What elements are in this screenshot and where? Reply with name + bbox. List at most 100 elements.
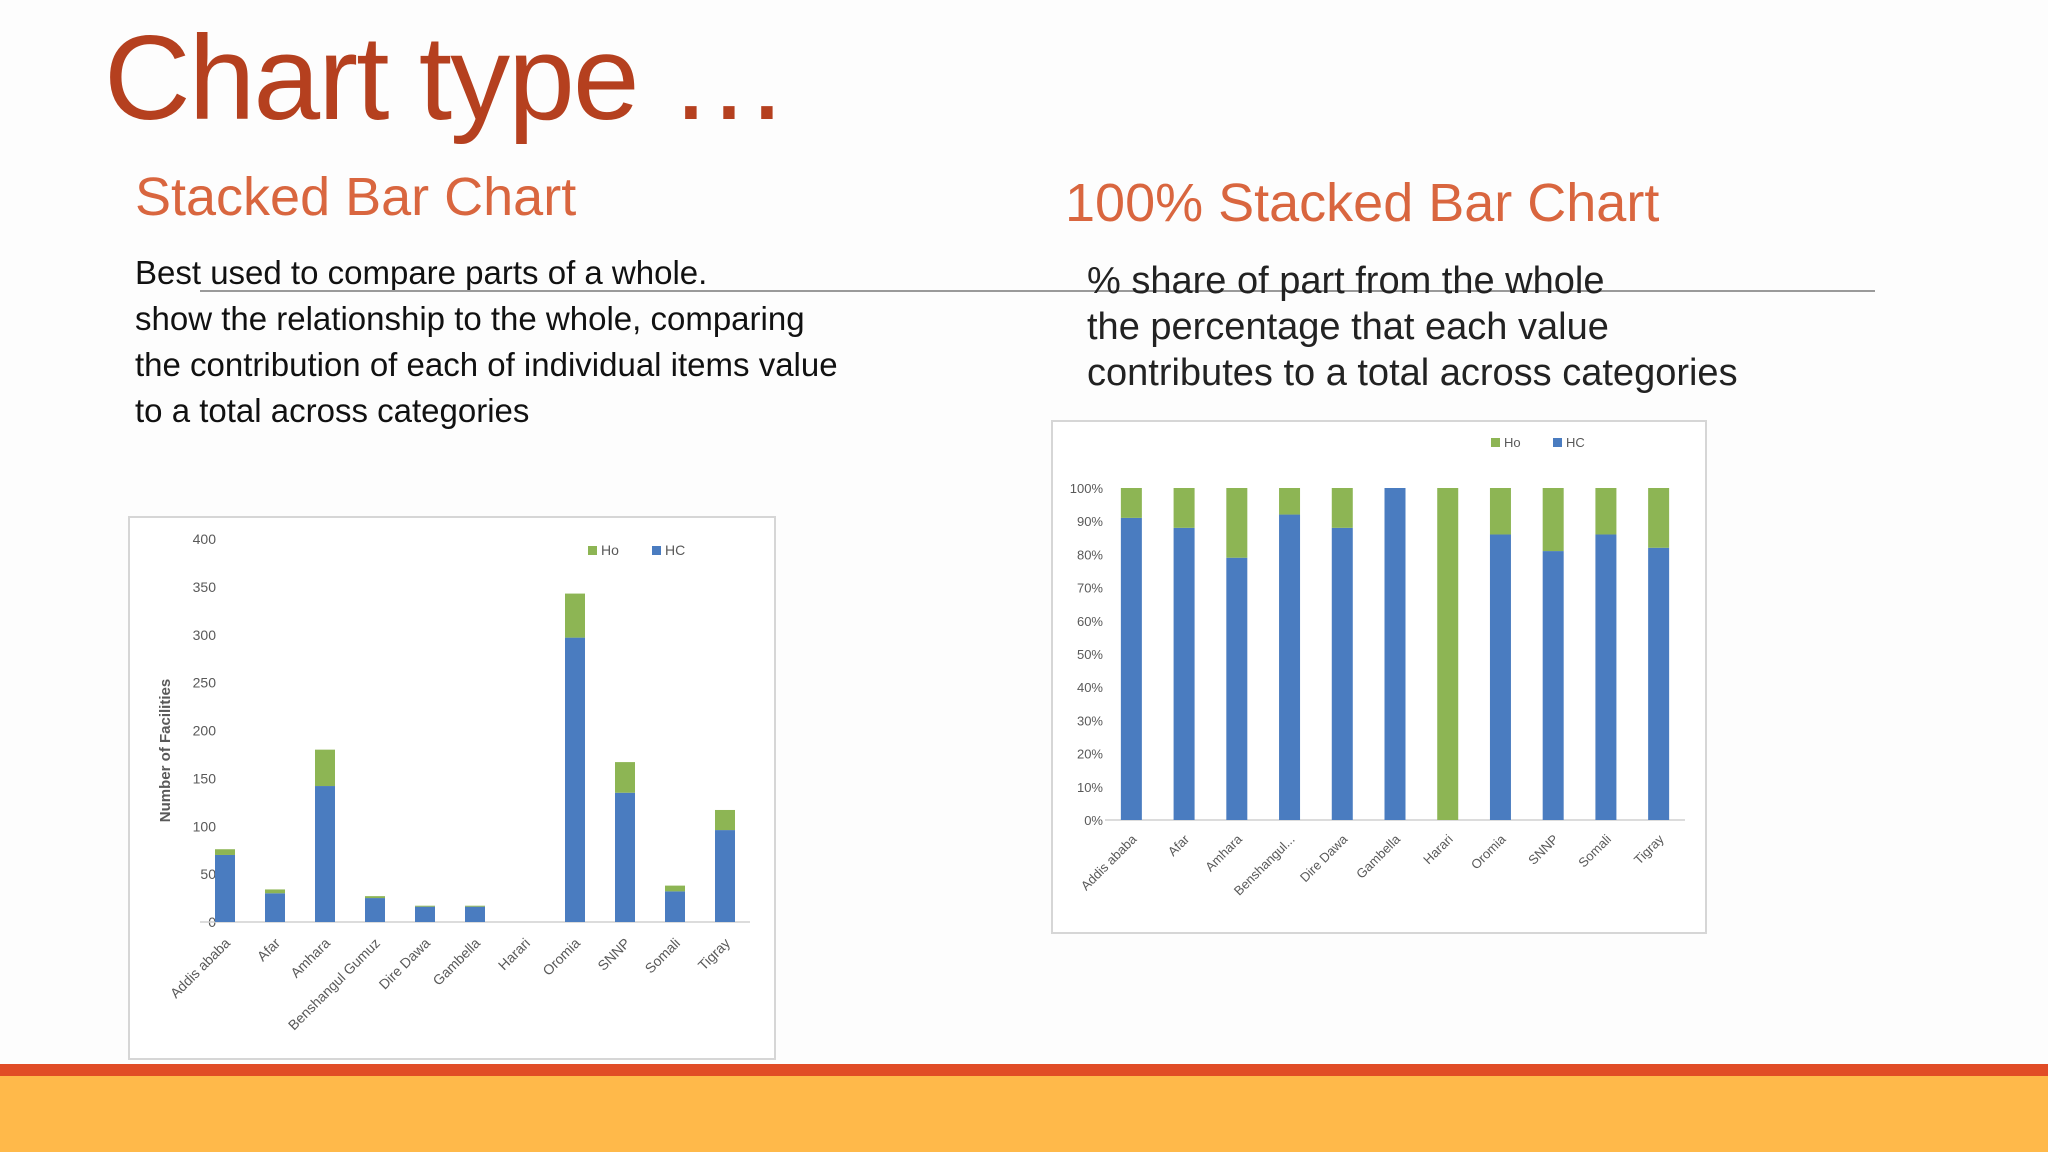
y-tick-label: 150: [193, 770, 217, 786]
right-heading: 100% Stacked Bar Chart: [1065, 173, 1660, 233]
stacked-bar-chart: 0 50 100 150 200 250 300 350 400 Number of Facili…: [128, 516, 776, 1060]
legend-label-ho: Ho: [1504, 435, 1521, 450]
bar-ho: [1595, 488, 1617, 535]
y-tick-label: 100: [193, 818, 217, 834]
right-description: % share of part from the whole the perce…: [1087, 258, 1947, 396]
bar-ho: [1120, 488, 1142, 518]
bar-hc: [1331, 527, 1353, 820]
left-description-line: Best used to compare parts of a whole.: [135, 254, 708, 291]
slide-title: Chart type …: [104, 11, 789, 145]
y-tick-label: 50: [200, 866, 216, 882]
bar-ho: [1437, 488, 1459, 820]
percent-stacked-bar-chart: 0% 10% 20% 30% 40% 50% 60% 70% 80% 90% 100% Addis a…: [1051, 420, 1707, 934]
bar-hc: [215, 854, 235, 922]
bar-ho: [365, 896, 385, 899]
bar-ho: [1331, 488, 1353, 528]
bar-ho: [465, 905, 485, 907]
divider-line: [200, 290, 1875, 292]
bar-ho: [215, 849, 235, 855]
bar-ho: [1226, 488, 1248, 558]
bar-ho: [565, 593, 585, 638]
bar-ho: [665, 885, 685, 892]
bar-ho: [1173, 488, 1195, 528]
bar-ho: [715, 809, 735, 831]
legend-label-hc: HC: [665, 542, 685, 558]
bar-hc: [1384, 488, 1406, 820]
footer-red-band: [0, 1064, 2048, 1076]
bar-hc: [1542, 551, 1564, 820]
bar-ho: [1489, 488, 1511, 535]
left-description-line: the contribution of each of individual i…: [135, 346, 838, 383]
bar-hc: [315, 786, 335, 922]
bar-ho: [1648, 488, 1670, 548]
x-category-label: Addis ababa: [167, 935, 234, 1002]
bar-hc: [1226, 557, 1248, 820]
bar-hc: [665, 891, 685, 922]
bar-ho: [615, 762, 635, 793]
x-category-label: Afar: [254, 935, 284, 965]
bar-ho: [1279, 488, 1301, 515]
bar-hc: [565, 637, 585, 922]
y-tick-label: 100%: [1070, 481, 1104, 496]
x-category-label: Amhara: [287, 935, 333, 981]
x-category-label: Benshangul Gumuz: [285, 935, 383, 1033]
bar-hc: [1595, 534, 1617, 820]
y-tick-label: 200: [193, 723, 217, 739]
x-category-label: SNNP: [1525, 832, 1561, 868]
y-tick-label: 60%: [1077, 614, 1103, 629]
y-tick-label: 70%: [1077, 581, 1103, 596]
bar-hc: [1173, 527, 1195, 820]
y-tick-label: 80%: [1077, 547, 1103, 562]
y-tick-label: 90%: [1077, 514, 1103, 529]
y-tick-label: 300: [193, 627, 217, 643]
x-category-label: Addis ababa: [1078, 831, 1140, 893]
y-tick-label: 30%: [1077, 713, 1103, 728]
left-description-line: to a total across categories: [135, 392, 530, 429]
y-axis-title: Number of Facilities: [157, 679, 174, 822]
bar-ho: [415, 905, 435, 907]
left-description: Best used to compare parts of a whole. s…: [135, 250, 935, 434]
right-description-line: % share of part from the whole: [1087, 260, 1605, 302]
bar-hc: [615, 792, 635, 922]
y-tick-label: 250: [193, 675, 217, 691]
x-category-label: Tigray: [695, 935, 733, 973]
percent-stacked-bar-chart-svg: 0% 10% 20% 30% 40% 50% 60% 70% 80% 90% 100% Addis a…: [1070, 435, 1685, 898]
left-heading: Stacked Bar Chart: [135, 167, 577, 227]
x-category-label: Oromia: [539, 935, 583, 979]
bar-hc: [1279, 514, 1301, 820]
legend-swatch-ho: [588, 546, 597, 555]
x-category-label: Oromia: [1468, 831, 1509, 872]
bar-hc: [715, 830, 735, 922]
x-category-label: Somali: [1575, 831, 1614, 870]
y-tick-label: 350: [193, 579, 217, 595]
bar-hc: [365, 898, 385, 922]
x-category-label: Somali: [642, 935, 684, 977]
bar-hc: [1648, 547, 1670, 820]
x-category-label: SNNP: [594, 935, 633, 974]
bar-hc: [1489, 534, 1511, 820]
bar-ho: [315, 749, 335, 787]
x-category-label: Gambella: [429, 935, 483, 989]
bar-hc: [1120, 517, 1142, 820]
left-description-line: show the relationship to the whole, comp…: [135, 300, 805, 337]
y-tick-label: 0%: [1084, 813, 1103, 828]
bar-ho: [265, 889, 285, 894]
right-description-line: the percentage that each value: [1087, 306, 1609, 348]
y-tick-label: 10%: [1077, 780, 1103, 795]
bar-hc: [265, 893, 285, 922]
bar-hc: [415, 906, 435, 922]
legend-swatch-hc: [652, 546, 661, 555]
legend-swatch-ho: [1491, 438, 1500, 447]
legend-label-hc: HC: [1566, 435, 1585, 450]
bar-ho: [1542, 488, 1564, 552]
x-category-label: Tigray: [1631, 831, 1667, 867]
right-description-line: contributes to a total across categories: [1087, 352, 1738, 394]
legend-label-ho: Ho: [601, 542, 619, 558]
y-tick-label: 400: [193, 531, 217, 547]
x-category-label: Dire Dawa: [376, 935, 434, 993]
x-category-label: Harari: [1420, 831, 1456, 867]
legend-swatch-hc: [1553, 438, 1562, 447]
x-category-label: Harari: [495, 935, 533, 973]
x-category-label: Afar: [1165, 831, 1193, 859]
